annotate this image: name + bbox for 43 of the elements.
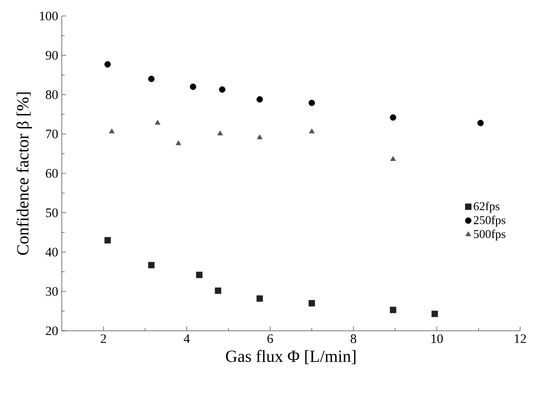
legend-label: 250fps — [474, 216, 506, 227]
y-tick-label: 80 — [46, 90, 58, 100]
y-tick-label: 90 — [46, 51, 58, 60]
point — [308, 100, 315, 106]
point — [104, 61, 111, 68]
point — [148, 76, 155, 82]
point — [390, 114, 396, 121]
x-axis-title: Gas flux Φ [L/min] — [226, 350, 356, 364]
point — [309, 128, 315, 134]
point — [104, 237, 111, 244]
point — [148, 262, 155, 268]
point — [196, 272, 202, 278]
x-tick-label: 6 — [267, 334, 273, 344]
y-tick-label: 40 — [46, 248, 58, 257]
x-tick-label: 4 — [184, 334, 190, 344]
y-tick-label: 70 — [46, 130, 58, 139]
point — [154, 120, 160, 125]
x-tick-label: 12 — [514, 334, 526, 344]
y-tick-label: 30 — [46, 287, 58, 296]
point — [190, 84, 196, 90]
point — [214, 288, 222, 294]
y-tick-label: 60 — [46, 169, 58, 178]
point — [477, 120, 484, 126]
y-axis-title: Confidence factor β [%] — [16, 92, 32, 256]
point — [219, 86, 226, 93]
point — [109, 128, 115, 134]
x-tick-label: 2 — [100, 334, 106, 344]
point — [217, 130, 223, 136]
point — [176, 140, 182, 146]
y-tick-label: 50 — [46, 208, 58, 218]
point — [390, 156, 396, 162]
y-tick-label: 20 — [46, 326, 58, 336]
legend-label: 500fps — [474, 230, 506, 241]
point — [308, 300, 315, 307]
x-tick-label: 10 — [431, 334, 443, 344]
x-tick-label: 8 — [350, 334, 356, 344]
point — [256, 134, 262, 140]
point — [256, 96, 263, 103]
legend-label: 62fps — [474, 202, 500, 213]
point — [432, 310, 438, 318]
y-tick-label: 100 — [40, 12, 58, 21]
point — [390, 306, 396, 314]
point — [256, 296, 263, 302]
